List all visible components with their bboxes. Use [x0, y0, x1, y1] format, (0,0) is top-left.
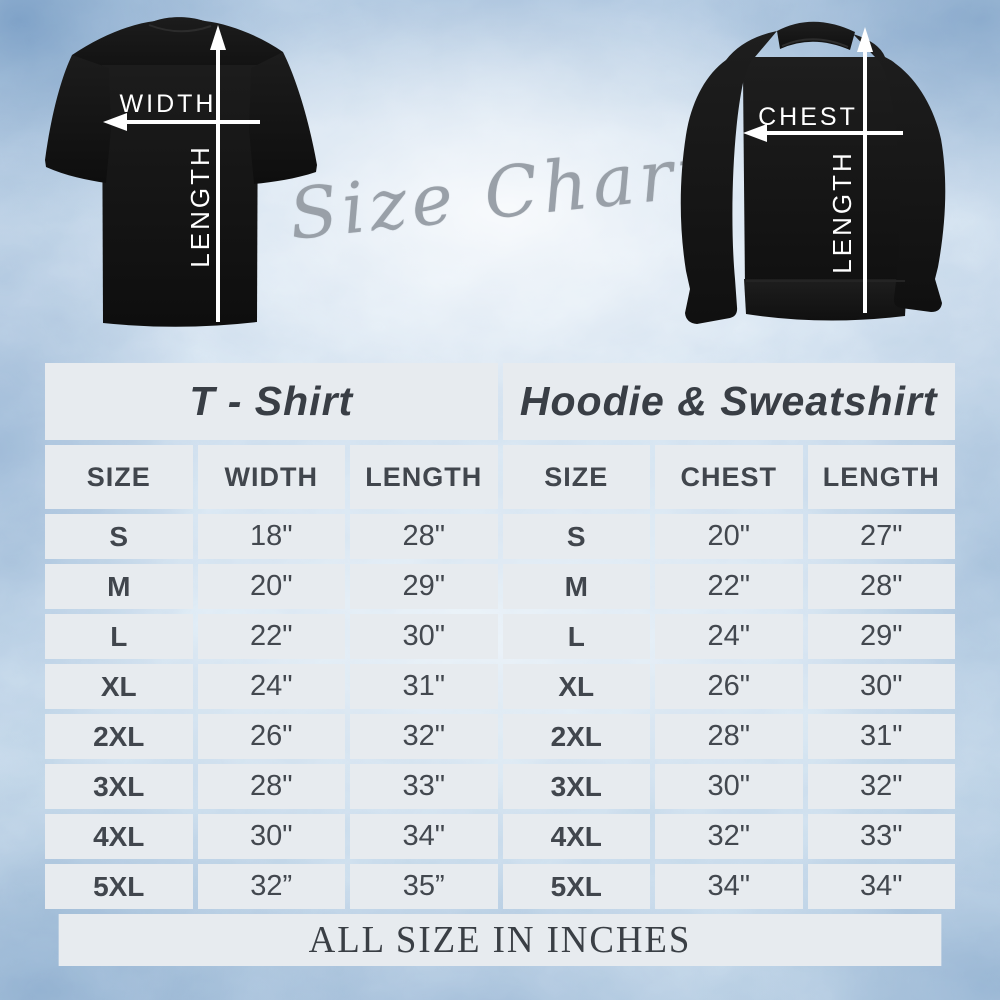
value-cell: 33"	[807, 814, 955, 859]
value-cell: 30"	[350, 614, 498, 659]
value-cell: 30"	[197, 814, 345, 859]
column-header-tshirt-length: LENGTH	[350, 445, 498, 509]
size-cell: XL	[502, 664, 650, 709]
value-cell: 32”	[197, 864, 345, 909]
value-cell: 35”	[350, 864, 498, 909]
size-cell: M	[45, 564, 193, 609]
column-header-hoodie-chest: CHEST	[655, 445, 803, 509]
value-cell: 29"	[807, 614, 955, 659]
value-cell: 31"	[350, 664, 498, 709]
size-cell: L	[45, 614, 193, 659]
column-header-hoodie-length: LENGTH	[807, 445, 955, 509]
value-cell: 24"	[197, 664, 345, 709]
value-cell: 31"	[807, 714, 955, 759]
value-cell: 34"	[807, 864, 955, 909]
value-cell: 30"	[655, 764, 803, 809]
tshirt-length-arrow	[210, 25, 226, 322]
size-cell: S	[45, 514, 193, 559]
value-cell: 28"	[197, 764, 345, 809]
size-cell: 5XL	[45, 864, 193, 909]
value-cell: 20"	[197, 564, 345, 609]
value-cell: 30"	[807, 664, 955, 709]
value-cell: 34"	[655, 864, 803, 909]
value-cell: 24"	[655, 614, 803, 659]
value-cell: 28"	[655, 714, 803, 759]
tshirt-width-arrow	[103, 113, 260, 131]
size-cell: M	[502, 564, 650, 609]
sweatshirt-image	[680, 21, 946, 324]
column-header-hoodie-size: SIZE	[502, 445, 650, 509]
value-cell: 22"	[655, 564, 803, 609]
size-cell: S	[502, 514, 650, 559]
sweatshirt-chest-label: CHEST	[758, 103, 858, 131]
value-cell: 28"	[807, 564, 955, 609]
column-header-tshirt-size: SIZE	[45, 445, 193, 509]
size-cell: 3XL	[502, 764, 650, 809]
size-cell: XL	[45, 664, 193, 709]
size-cell: 2XL	[45, 714, 193, 759]
tshirt-image	[45, 17, 317, 327]
size-cell: 2XL	[502, 714, 650, 759]
size-cell: L	[502, 614, 650, 659]
value-cell: 18"	[197, 514, 345, 559]
value-cell: 29"	[350, 564, 498, 609]
tshirt-width-label: WIDTH	[120, 90, 217, 118]
tshirt-diagram: WIDTH LENGTH	[30, 10, 330, 335]
size-cell: 3XL	[45, 764, 193, 809]
value-cell: 22"	[197, 614, 345, 659]
value-cell: 32"	[350, 714, 498, 759]
size-cell: 5XL	[502, 864, 650, 909]
size-table: T - Shirt Hoodie & Sweatshirt SIZE WIDTH…	[45, 363, 955, 966]
sweatshirt-diagram: CHEST LENGTH	[580, 15, 975, 330]
value-cell: 26"	[655, 664, 803, 709]
value-cell: 26"	[197, 714, 345, 759]
tshirt-length-label: LENGTH	[185, 144, 215, 267]
column-header-tshirt-width: WIDTH	[197, 445, 345, 509]
sweatshirt-length-arrow	[857, 27, 873, 313]
size-cell: 4XL	[45, 814, 193, 859]
size-cell: 4XL	[502, 814, 650, 859]
table-title-hoodie: Hoodie & Sweatshirt	[502, 363, 955, 440]
table-title-tshirt: T - Shirt	[45, 363, 498, 440]
value-cell: 28"	[350, 514, 498, 559]
table-footer-cell: ALL SIZE IN INCHES	[58, 914, 942, 966]
sweatshirt-length-label: LENGTH	[827, 150, 857, 273]
value-cell: 32"	[807, 764, 955, 809]
value-cell: 27"	[807, 514, 955, 559]
sweatshirt-chest-arrow	[743, 124, 903, 142]
value-cell: 33"	[350, 764, 498, 809]
value-cell: 34"	[350, 814, 498, 859]
value-cell: 32"	[655, 814, 803, 859]
value-cell: 20"	[655, 514, 803, 559]
